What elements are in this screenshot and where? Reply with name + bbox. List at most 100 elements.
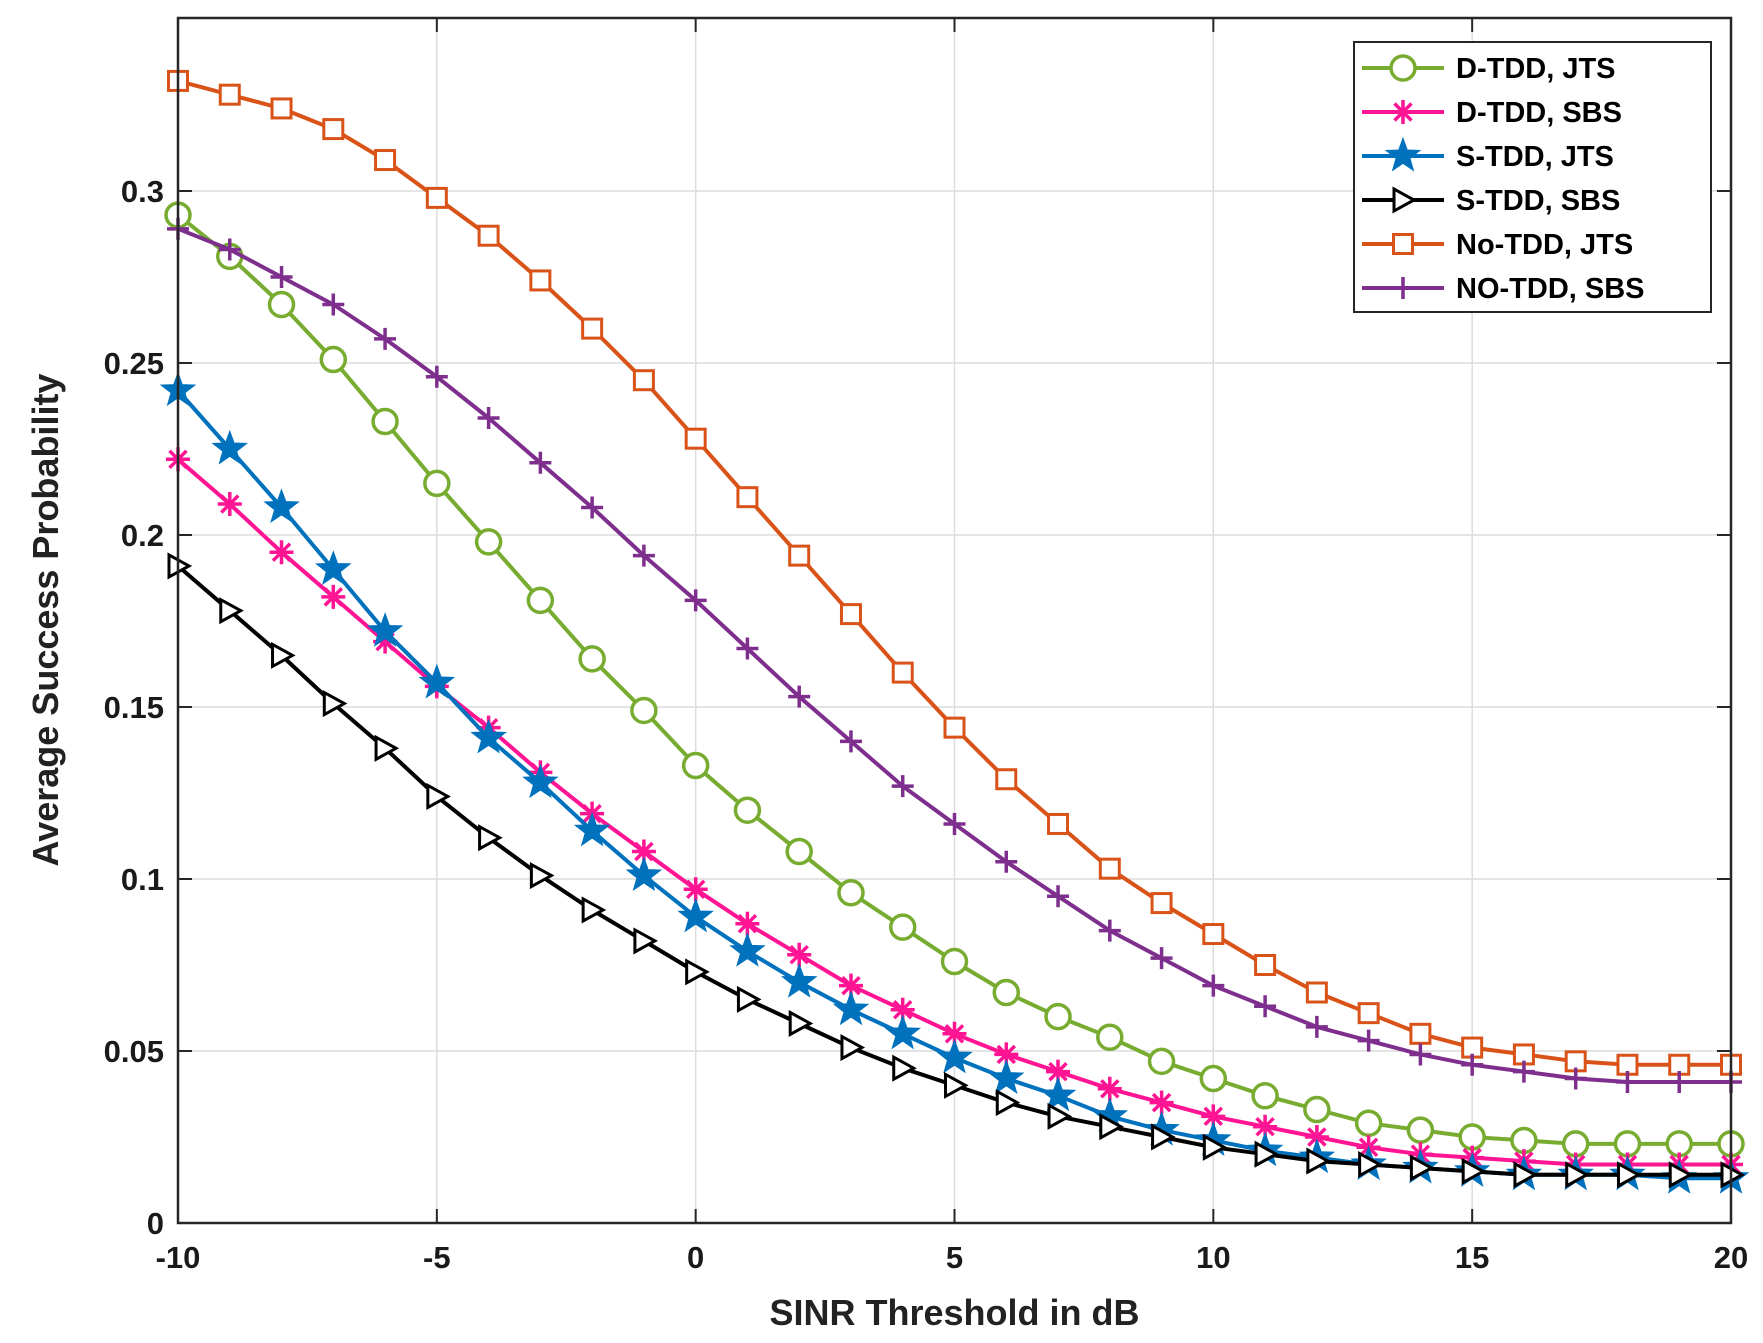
data-point: [477, 407, 500, 430]
data-point: [685, 958, 710, 986]
data-point: [630, 696, 658, 725]
data-point: [1047, 812, 1070, 835]
y-tick-label: 0.3: [121, 174, 164, 209]
data-point: [1512, 1060, 1535, 1083]
legend: D-TDD, JTS D-TDD, SBS S-TDD, JTS S-TDD, SBS…: [1353, 41, 1712, 313]
data-point: [943, 812, 966, 835]
data-point: [270, 266, 293, 288]
data-point: [1254, 1140, 1280, 1168]
data-point: [578, 645, 606, 673]
legend-marker: [1392, 233, 1414, 255]
data-point: [573, 811, 611, 847]
data-point: [581, 896, 607, 924]
legend-entry: D-TDD, SBS: [1362, 97, 1622, 129]
data-point: [474, 528, 503, 556]
data-point: [319, 345, 348, 374]
series-d-tdd-jts: [164, 201, 1745, 1158]
data-point: [832, 990, 870, 1026]
data-point: [1149, 1090, 1174, 1115]
data-point: [271, 641, 296, 669]
data-point: [1096, 1023, 1124, 1051]
legend-marker: [1389, 54, 1417, 82]
data-point: [1458, 1123, 1486, 1151]
x-tick-label: 10: [1196, 1240, 1230, 1275]
legend-label: NO-TDD, SBS: [1456, 273, 1645, 305]
data-point: [371, 407, 399, 436]
data-point: [625, 856, 663, 892]
data-point: [322, 293, 345, 316]
data-point: [940, 947, 969, 976]
y-tick-label: 0.05: [104, 1034, 164, 1069]
y-tick-label: 0.25: [104, 346, 164, 381]
data-point: [780, 963, 818, 998]
data-point: [366, 612, 404, 647]
data-point: [1616, 1161, 1642, 1189]
data-point: [684, 589, 707, 612]
data-point: [1665, 1130, 1693, 1158]
legend-marker: [1391, 100, 1415, 124]
y-tick-label: 0.2: [121, 518, 164, 553]
data-point: [522, 763, 559, 799]
data-point: [788, 544, 811, 567]
data-point: [1305, 981, 1328, 1004]
data-series: [159, 69, 1750, 1194]
data-point: [1303, 1095, 1331, 1124]
data-point: [217, 492, 242, 516]
data-point: [736, 486, 759, 509]
data-point: [263, 488, 300, 523]
data-point: [1409, 1043, 1432, 1066]
data-point: [1097, 1076, 1122, 1101]
data-point: [839, 730, 862, 753]
data-point: [735, 911, 760, 936]
data-point: [425, 365, 448, 388]
data-point: [994, 1042, 1019, 1067]
data-point: [884, 1014, 921, 1050]
data-point: [785, 837, 813, 866]
y-axis-label: Average Success Probability: [25, 374, 66, 867]
data-point: [839, 603, 862, 626]
data-point: [1150, 947, 1173, 970]
data-point: [1047, 1102, 1073, 1130]
x-tick-label: 0: [687, 1240, 704, 1275]
data-point: [1044, 1002, 1072, 1031]
data-point: [322, 118, 345, 141]
data-point: [373, 629, 398, 654]
legend-label: S-TDD, JTS: [1456, 141, 1614, 173]
data-point: [1565, 1161, 1590, 1189]
data-point: [788, 685, 811, 708]
data-point: [1409, 1154, 1435, 1182]
legend-marker: [1384, 136, 1422, 172]
series-no-tdd-sbs: [167, 217, 1742, 1093]
data-point: [633, 927, 659, 955]
data-point: [374, 327, 397, 350]
data-point: [787, 942, 812, 967]
data-point: [470, 718, 507, 754]
data-point: [995, 1089, 1021, 1117]
data-point: [988, 1059, 1025, 1095]
data-point: [1564, 1067, 1587, 1090]
data-point: [477, 224, 500, 247]
data-point: [995, 850, 1018, 873]
data-point: [1306, 1147, 1331, 1175]
data-point: [683, 877, 708, 902]
data-point: [218, 238, 241, 261]
data-point: [581, 317, 604, 340]
data-point: [322, 690, 348, 718]
y-tick-label: 0.15: [104, 690, 164, 725]
plot-frame: [176, 16, 1733, 1225]
data-point: [1151, 1123, 1176, 1151]
data-point: [681, 751, 710, 780]
data-point: [1510, 1126, 1538, 1155]
data-point: [839, 973, 863, 998]
data-point: [1668, 1070, 1691, 1093]
data-point: [1561, 1130, 1590, 1158]
data-point: [418, 663, 456, 699]
data-point: [529, 269, 552, 292]
data-point: [1357, 1029, 1380, 1052]
data-point: [733, 796, 762, 824]
data-point: [1305, 1015, 1328, 1038]
data-point: [1253, 1114, 1278, 1139]
legend-marker: [1392, 186, 1418, 214]
data-point: [1047, 885, 1070, 908]
